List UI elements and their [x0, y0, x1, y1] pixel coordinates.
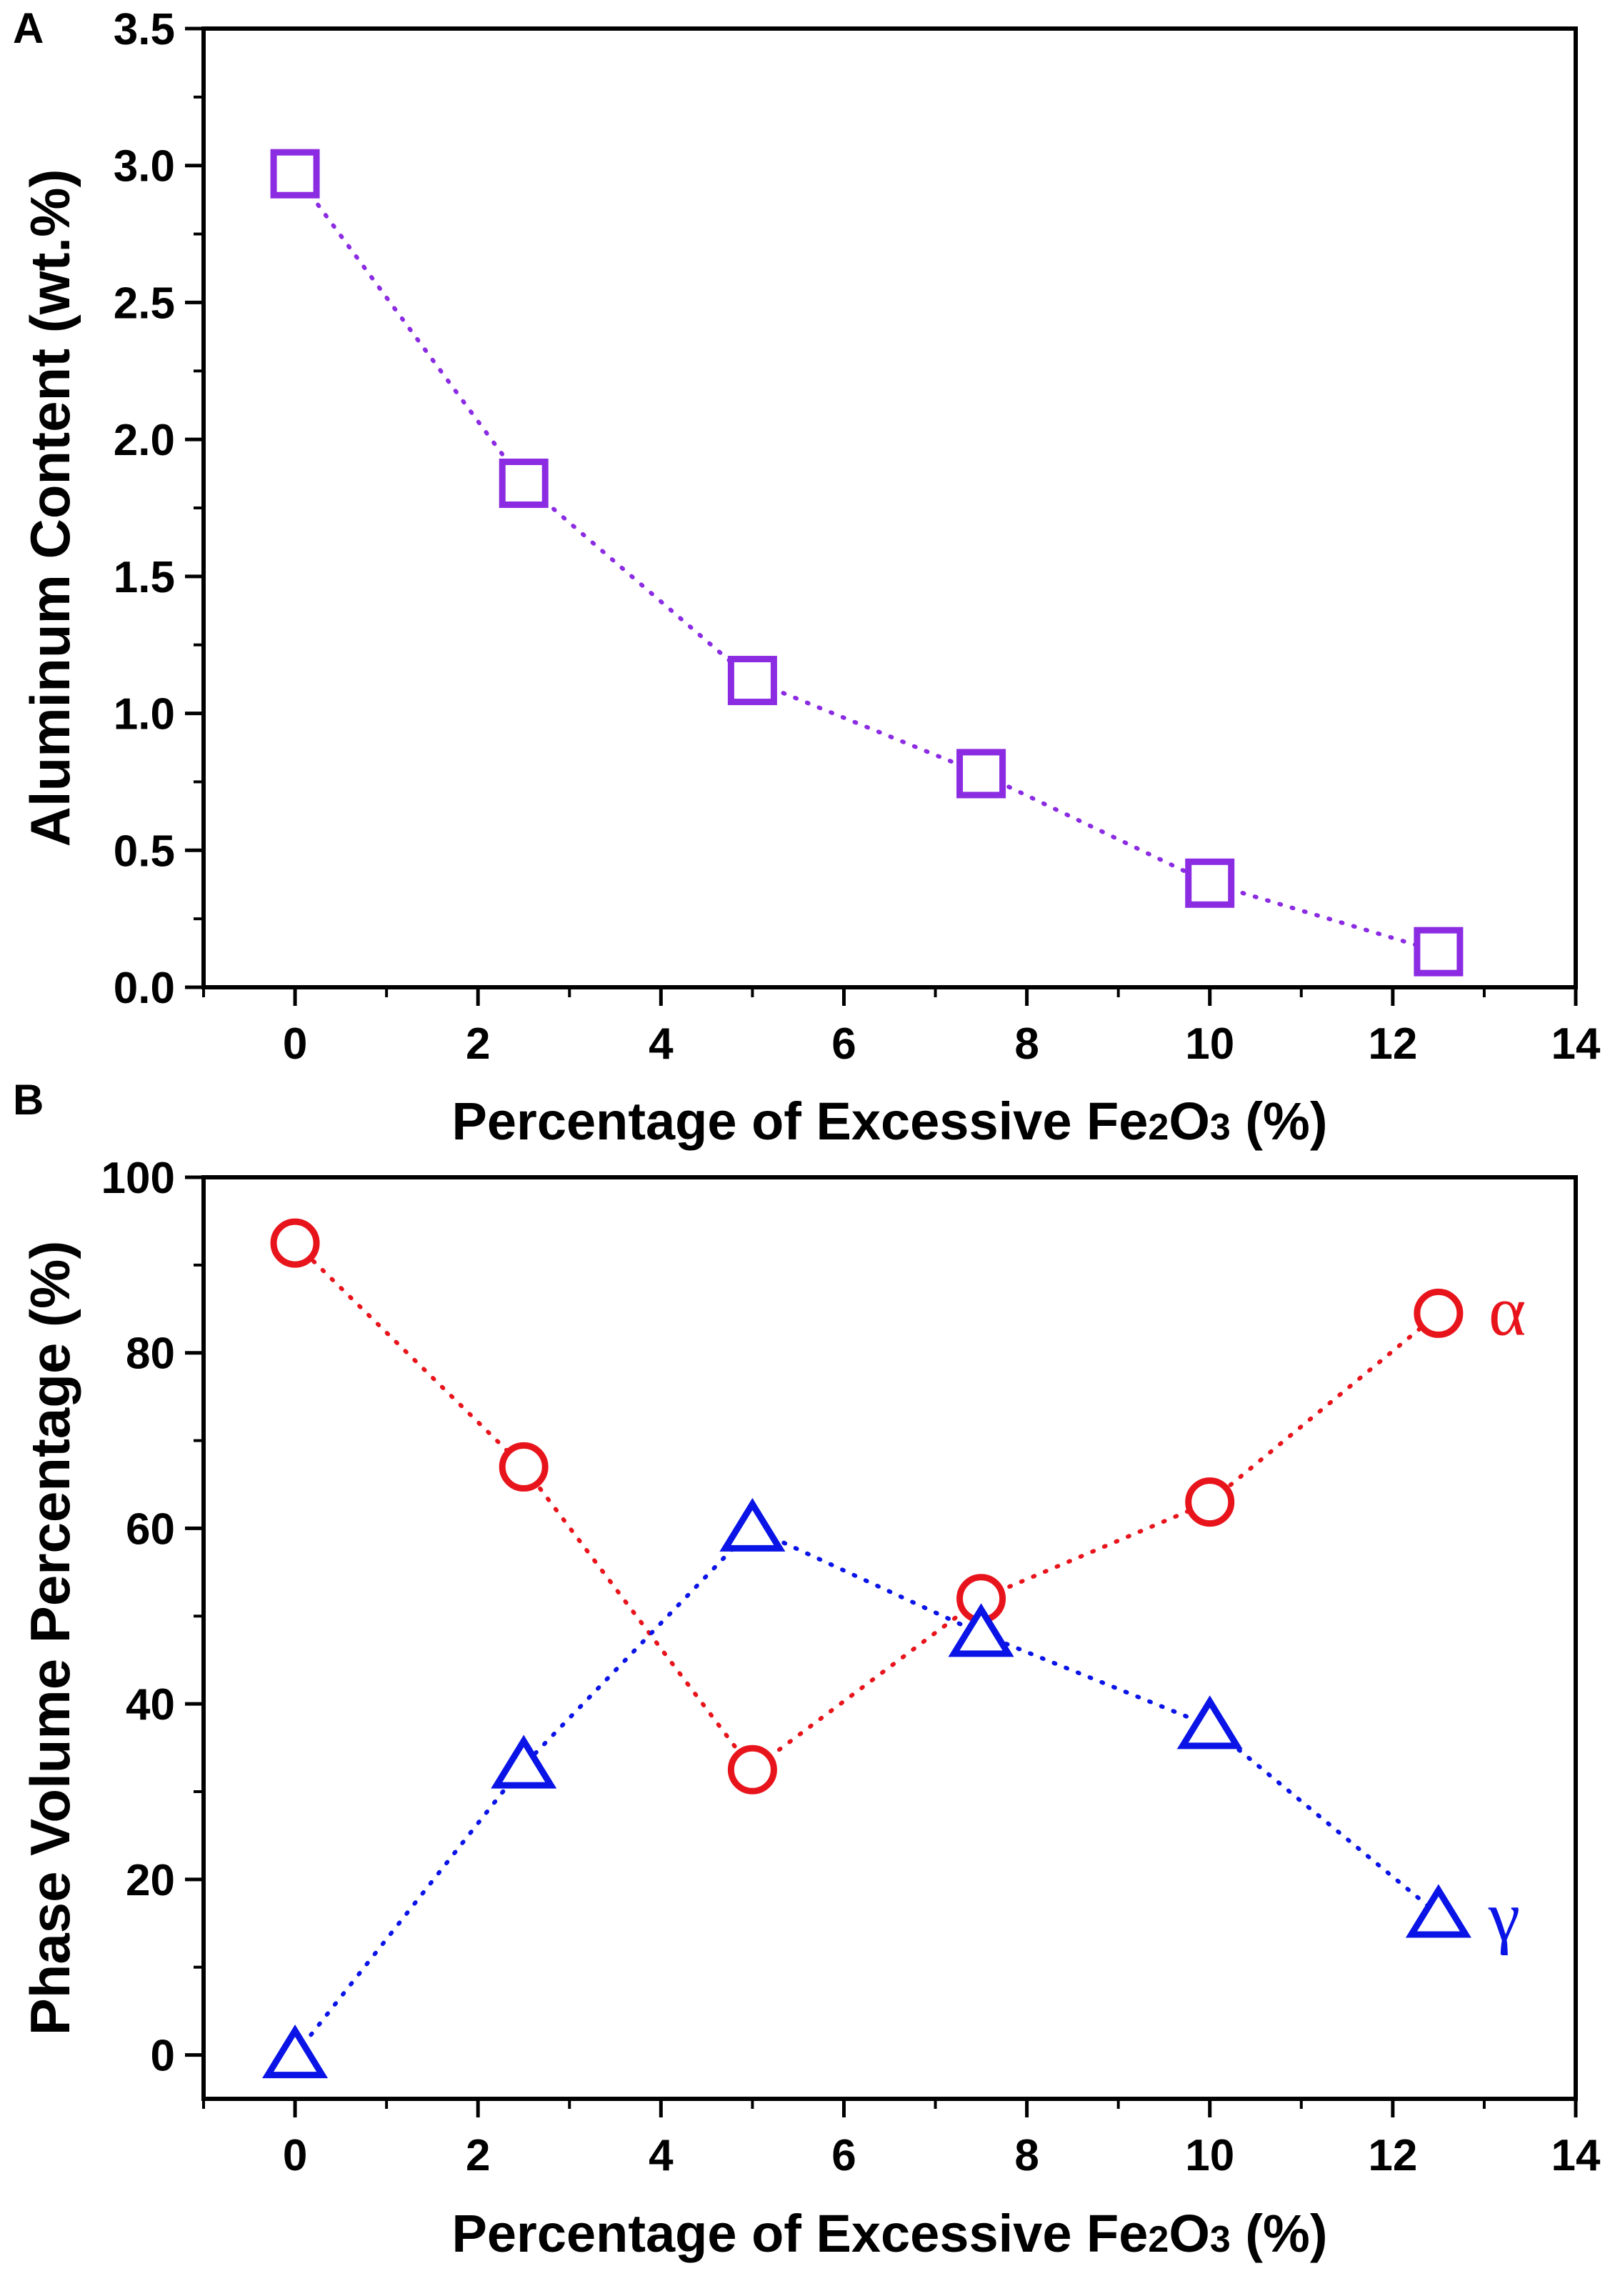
x-axis-label-part: (%)	[1231, 1092, 1328, 1151]
y-tick-label: 40	[126, 1680, 175, 1730]
x-tick-label: 14	[1551, 1019, 1601, 1069]
x-axis-label-part: Percentage of Excessive Fe	[452, 1092, 1149, 1151]
data-point-triangle	[1176, 1695, 1243, 1750]
x-tick-label: 12	[1368, 1019, 1417, 1069]
series-line	[293, 1241, 1441, 1773]
y-tick-label: 2.0	[114, 416, 175, 465]
panel-label: B	[13, 1076, 44, 1124]
x-tick-label: 10	[1185, 2131, 1234, 2180]
y-tick-label: 0.5	[114, 827, 175, 876]
x-tick-label: 12	[1368, 2131, 1417, 2180]
x-tick-label: 4	[649, 2131, 674, 2180]
data-point-triangle	[948, 1603, 1014, 1657]
x-axis-label-part: Percentage of Excessive Fe	[452, 2204, 1149, 2263]
y-axis-label: Phase Volume Percentage (%)	[19, 1241, 81, 2036]
y-tick-label: 0.0	[114, 964, 175, 1013]
x-axis-label: Percentage of Excessive Fe2O3 (%)	[452, 2204, 1328, 2263]
x-tick-label: 8	[1014, 1019, 1039, 1069]
data-point-circle	[1414, 1288, 1464, 1338]
y-tick-label: 60	[126, 1504, 175, 1554]
y-tick-label: 20	[126, 1856, 175, 1905]
data-point-triangle	[491, 1735, 557, 1789]
y-tick-label: 1.0	[114, 690, 175, 739]
y-tick-label: 1.5	[114, 553, 175, 602]
series-1	[270, 149, 1464, 977]
x-tick-label: 6	[831, 1019, 856, 1069]
plot-frame	[201, 26, 1578, 989]
x-axis-label: Percentage of Excessive Fe2O3 (%)	[452, 1092, 1328, 1151]
x-axis-label-subscript: 2	[1148, 2219, 1169, 2260]
series-2: γ	[262, 1497, 1520, 2079]
x-tick-label: 0	[283, 1019, 307, 1069]
series-line	[293, 1525, 1441, 2057]
series-label: α	[1489, 1271, 1526, 1350]
data-point-circle	[1185, 1477, 1235, 1527]
series-line	[293, 171, 1441, 954]
x-axis-label-subscript: 2	[1148, 1107, 1169, 1148]
x-tick-label: 4	[649, 1019, 674, 1069]
y-tick-label: 3.5	[114, 5, 175, 54]
x-tick-label: 2	[466, 1019, 490, 1069]
data-point-square	[1185, 858, 1235, 908]
x-tick-label: 6	[831, 2131, 856, 2180]
data-point-circle	[270, 1218, 320, 1268]
y-tick-label: 3.0	[114, 142, 175, 191]
data-point-square	[1414, 927, 1464, 977]
x-axis-label-subscript: 3	[1210, 1107, 1231, 1148]
y-tick-label: 100	[101, 1154, 175, 1203]
x-tick-label: 0	[283, 2131, 307, 2180]
x-axis-label-subscript: 3	[1210, 2219, 1231, 2260]
y-tick-label: 2.5	[114, 279, 175, 328]
data-point-square	[499, 458, 549, 508]
data-point-square	[270, 149, 320, 199]
x-axis-label-part: O	[1169, 2204, 1210, 2263]
y-tick-label: 80	[126, 1329, 175, 1379]
chart-panel-a: A 0 2 4 6 8 10 12 14 0.0 0.5 1.0 1.5 2.0 2.5 3.0 3.5 Perc…	[13, 4, 1601, 1151]
data-point-circle	[727, 1745, 777, 1795]
series-1: α	[270, 1218, 1526, 1795]
x-tick-label: 14	[1551, 2131, 1601, 2180]
series-label: γ	[1488, 1877, 1520, 1956]
panel-label: A	[13, 4, 44, 52]
data-point-triangle	[1405, 1884, 1471, 1938]
x-tick-label: 8	[1014, 2131, 1039, 2180]
plot-frame	[201, 1175, 1578, 2101]
y-axis-label: Aluminum Content (wt.%)	[19, 169, 81, 847]
data-point-circle	[499, 1442, 549, 1492]
data-point-triangle	[719, 1497, 786, 1552]
x-tick-label: 2	[466, 2131, 490, 2180]
data-point-square	[727, 656, 777, 706]
data-point-square	[956, 749, 1006, 799]
data-point-triangle	[262, 2024, 329, 2079]
x-axis-label-part: O	[1169, 1092, 1210, 1151]
x-tick-label: 10	[1185, 1019, 1234, 1069]
y-tick-label: 0	[151, 2032, 175, 2081]
chart-panel-b: B 0 2 4 6 8 10 12 14 0 20 40 60 80 100 Percentage of Ex…	[13, 1076, 1601, 2263]
x-axis-label-part: (%)	[1231, 2204, 1328, 2263]
